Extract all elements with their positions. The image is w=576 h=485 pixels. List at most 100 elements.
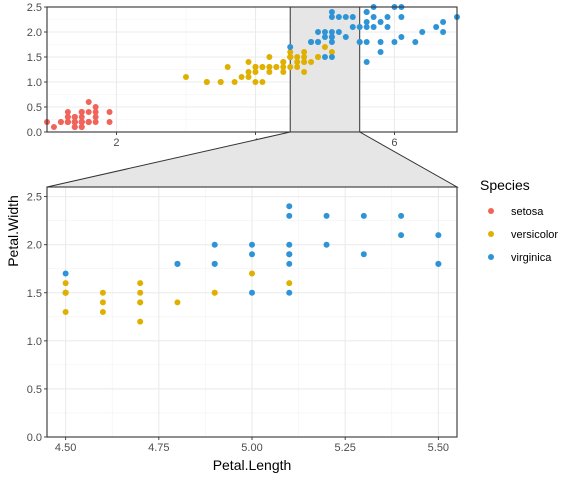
zoom-point-virginica	[62, 270, 69, 277]
overview-point-versicolor	[245, 74, 252, 80]
zoom-point-versicolor	[286, 280, 293, 287]
overview-point-versicolor	[280, 69, 287, 75]
overview-point-setosa	[92, 109, 99, 115]
overview-point-virginica	[321, 34, 328, 40]
overview-point-virginica	[328, 39, 335, 45]
overview-point-virginica	[370, 24, 377, 30]
overview-point-setosa	[106, 119, 113, 125]
overview-point-setosa	[106, 109, 113, 115]
x-axis-title: Petal.Length	[213, 457, 292, 473]
overview-point-versicolor	[266, 54, 273, 60]
legend-key-versicolor	[488, 231, 494, 237]
overview-y-tick-label: 0.0	[27, 127, 42, 139]
overview-point-virginica	[328, 14, 335, 20]
zoom-point-virginica	[510, 194, 516, 200]
zoom-point-virginica	[360, 212, 367, 219]
overview-point-versicolor	[280, 59, 287, 65]
overview-point-versicolor	[328, 49, 335, 55]
zoom-point-versicolor	[137, 289, 144, 296]
overview-point-virginica	[377, 19, 384, 25]
overview-point-setosa	[78, 119, 85, 125]
overview-point-virginica	[433, 24, 440, 30]
zoom-y-tick-label: 2.0	[27, 240, 42, 252]
overview-point-setosa	[78, 114, 85, 120]
zoom-point-virginica	[473, 203, 479, 209]
overview-point-virginica	[335, 14, 342, 20]
overview-point-virginica	[363, 39, 370, 45]
overview-point-versicolor	[301, 59, 308, 65]
overview-point-versicolor	[231, 79, 238, 85]
overview-point-setosa	[50, 124, 57, 130]
zoom-point-virginica	[286, 251, 293, 258]
overview-point-virginica	[384, 14, 391, 20]
zoom-point-virginica	[473, 299, 479, 305]
zoom-point-virginica	[286, 289, 293, 296]
overview-point-versicolor	[294, 59, 301, 65]
overview-point-setosa	[85, 109, 92, 115]
zoom-y-tick-label: 0.5	[27, 384, 42, 396]
overview-point-setosa	[85, 99, 92, 105]
overview-point-virginica	[287, 44, 294, 50]
zoom-point-virginica	[286, 203, 293, 210]
zoom-point-versicolor	[62, 280, 69, 287]
zoom-x-tick-label: 4.50	[55, 442, 76, 454]
zoom-point-versicolor	[99, 289, 106, 296]
zoom-point-virginica	[323, 241, 330, 248]
overview-point-setosa	[71, 124, 78, 130]
zoom-point-virginica	[398, 232, 405, 239]
overview-point-setosa	[57, 119, 64, 125]
overview-point-setosa	[64, 114, 71, 120]
y-axis-title: Petal.Width	[5, 195, 21, 267]
zoom-point-versicolor	[99, 299, 106, 306]
overview-point-versicolor	[238, 74, 245, 80]
overview-point-versicolor	[273, 64, 280, 70]
zoom-point-virginica	[473, 203, 479, 209]
overview-point-virginica	[349, 24, 356, 30]
zoom-point-virginica	[249, 251, 255, 258]
overview-point-virginica	[363, 59, 370, 65]
overview-point-setosa	[92, 114, 99, 120]
legend: Species setosa versicolor virginica	[480, 177, 558, 264]
zoom-point-virginica	[473, 222, 479, 228]
zoom-point-versicolor	[137, 280, 144, 287]
zoom-y-tick-label: 0.0	[27, 432, 42, 444]
overview-y-tick-label: 2.5	[27, 2, 42, 14]
zoom-point-versicolor	[62, 289, 69, 296]
zoom-point-virginica	[174, 260, 181, 267]
zoom-point-virginica	[435, 260, 442, 267]
zoom-point-versicolor	[211, 289, 218, 296]
overview-point-versicolor	[287, 64, 294, 70]
overview-point-virginica	[370, 14, 377, 20]
overview-point-setosa	[71, 114, 78, 120]
overview-point-virginica	[321, 29, 328, 35]
overview-y-tick-label: 2.0	[27, 27, 42, 39]
overview-point-versicolor	[245, 69, 252, 75]
overview-point-versicolor	[315, 54, 322, 60]
overview-point-virginica	[342, 14, 349, 20]
zoom-y-tick-label: 1.5	[27, 288, 42, 300]
zoom-point-virginica	[249, 241, 255, 248]
overview-x-tick-label: 6	[391, 137, 397, 149]
overview-point-virginica	[398, 34, 405, 40]
overview-y-tick-label: 1.5	[27, 52, 42, 64]
overview-point-virginica	[363, 9, 370, 15]
zoom-point-versicolor	[137, 299, 144, 306]
overview-point-virginica	[384, 24, 391, 30]
zoom-point-versicolor	[249, 270, 255, 277]
overview-point-versicolor	[308, 59, 315, 65]
overview-point-versicolor	[252, 64, 259, 70]
overview-point-setosa	[71, 119, 78, 125]
overview-point-versicolor	[294, 54, 301, 60]
overview-point-virginica	[328, 54, 335, 60]
overview-point-versicolor	[224, 64, 231, 70]
overview-point-virginica	[398, 14, 405, 20]
legend-items: setosa versicolor virginica	[488, 206, 558, 264]
zoom-x-tick-label: 5.00	[241, 442, 262, 454]
overview-point-versicolor	[245, 59, 252, 65]
zoom-point-virginica	[323, 212, 330, 219]
legend-label-virginica: virginica	[511, 252, 552, 264]
overview-point-virginica	[440, 19, 447, 25]
zoom-border	[46, 186, 458, 438]
zoom-point-virginica	[286, 241, 293, 248]
